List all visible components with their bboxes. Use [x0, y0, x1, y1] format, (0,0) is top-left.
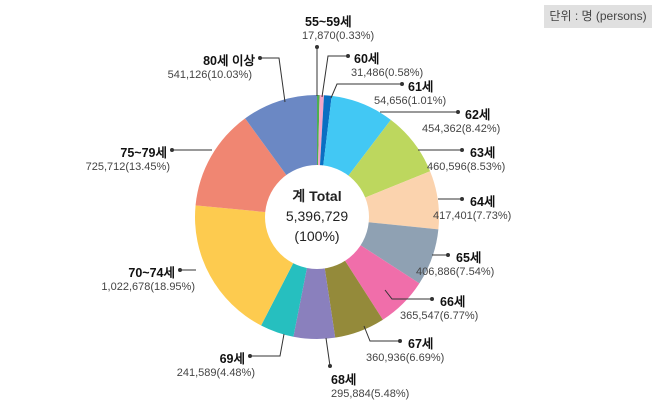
unit-label: 단위 : 명 (persons)	[544, 5, 652, 28]
leader-lines	[172, 47, 462, 367]
data-label: 63세 460,596(8.53%)	[427, 146, 506, 173]
data-label: 68세 295,884(5.48%)	[331, 373, 410, 400]
donut-hole	[265, 165, 369, 269]
center-label: 계 Total	[292, 188, 342, 204]
data-label: 66세 365,547(6.77%)	[400, 295, 479, 322]
slice-68세	[293, 217, 336, 339]
center-total: 계 Total 5,396,729 (100%)	[257, 186, 377, 246]
data-label: 67세 360,936(6.69%)	[366, 337, 445, 364]
data-label: 64세 417,401(7.73%)	[433, 195, 512, 222]
data-label: 55~59세 17,870(0.33%)	[302, 15, 375, 42]
data-label: 80세 이상 541,126(10.03%)	[167, 54, 255, 81]
center-percent: (100%)	[294, 228, 340, 244]
data-label: 69세 241,589(4.48%)	[176, 352, 255, 379]
data-label: 75~79세 725,712(13.45%)	[85, 146, 170, 173]
leader-dots	[170, 45, 464, 368]
data-label: 61세 54,656(1.01%)	[374, 80, 447, 107]
data-label: 60세 31,486(0.58%)	[351, 52, 424, 79]
center-value: 5,396,729	[285, 208, 349, 224]
data-label: 62세 454,362(8.42%)	[422, 108, 501, 135]
data-label: 65세 406,886(7.54%)	[416, 251, 495, 278]
data-label: 70~74세 1,022,678(18.95%)	[101, 266, 195, 293]
